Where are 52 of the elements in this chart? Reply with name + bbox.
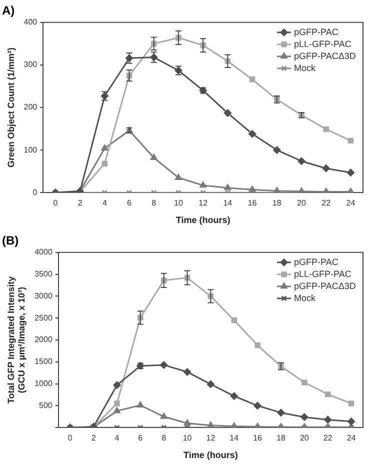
x-tick-label: 2 — [91, 434, 96, 443]
x-tick-label: 14 — [230, 434, 240, 443]
y-tick-label: 300 — [24, 60, 38, 70]
x-tick-label: 22 — [322, 198, 332, 208]
y-axis-title: Total GFP Integrated Intensity (GCU x µm²/Image, x 10³) — [6, 276, 27, 404]
y-tick-label: 0 — [32, 188, 38, 197]
x-tick-label: 22 — [323, 434, 333, 443]
x-tick-label: 20 — [297, 198, 306, 208]
x-tick-label: 16 — [253, 434, 263, 443]
y-tick-label: 1500 — [34, 357, 53, 366]
x-tick-label: 12 — [206, 434, 216, 443]
x-tick-label: 14 — [223, 198, 233, 208]
chart-title: A) — [2, 4, 15, 18]
legend-label: pLL-GFP-PAC — [294, 38, 352, 49]
y-tick-label: 1000 — [34, 379, 53, 388]
x-tick-label: 20 — [300, 434, 310, 443]
x-tick-label: 24 — [346, 198, 356, 208]
y-tick-label: 3500 — [34, 270, 53, 279]
legend-label: pGFP-PACΔ3D — [294, 280, 356, 291]
y-tick-label: 2500 — [34, 313, 53, 322]
x-tick-label: 10 — [182, 434, 192, 443]
x-tick-label: 18 — [272, 198, 282, 208]
legend-label: Mock — [294, 292, 316, 303]
x-axis-title: Time (hours) — [184, 450, 238, 460]
x-tick-label: 2 — [78, 198, 83, 208]
y-axis-title: Green Object Count (1/mm²) — [6, 47, 16, 168]
x-tick-label: 4 — [114, 434, 120, 443]
x-tick-label: 4 — [102, 198, 108, 208]
y-tick-label: 400 — [24, 18, 38, 27]
x-tick-label: 10 — [174, 198, 184, 208]
y-tick-label: 500 — [39, 400, 53, 410]
x-tick-label: 18 — [276, 434, 286, 443]
y-tick-label: 100 — [24, 145, 38, 154]
legend-label: pGFP-PAC — [294, 26, 339, 37]
y-tick-label: 2000 — [34, 335, 53, 344]
x-tick-label: 12 — [198, 198, 208, 208]
x-tick-label: 24 — [346, 434, 356, 443]
x-axis-title: Time (hours) — [176, 215, 230, 226]
x-tick-label: 0 — [68, 434, 73, 443]
x-tick-label: 6 — [138, 434, 144, 443]
x-tick-label: 6 — [127, 198, 132, 208]
x-tick-label: 8 — [162, 434, 167, 443]
y-tick-label: 200 — [24, 102, 38, 112]
y-tick-label: 4000 — [34, 248, 53, 257]
legend-label: pGFP-PAC — [294, 256, 339, 267]
chart-title: (B) — [2, 234, 19, 248]
legend-label: Mock — [294, 62, 316, 73]
legend-label: pGFP-PACΔ3D — [294, 50, 356, 61]
y-tick-label: 3000 — [34, 291, 53, 300]
x-tick-label: 8 — [152, 198, 157, 208]
legend-label: pLL-GFP-PAC — [294, 268, 352, 279]
x-tick-label: 16 — [248, 198, 258, 208]
